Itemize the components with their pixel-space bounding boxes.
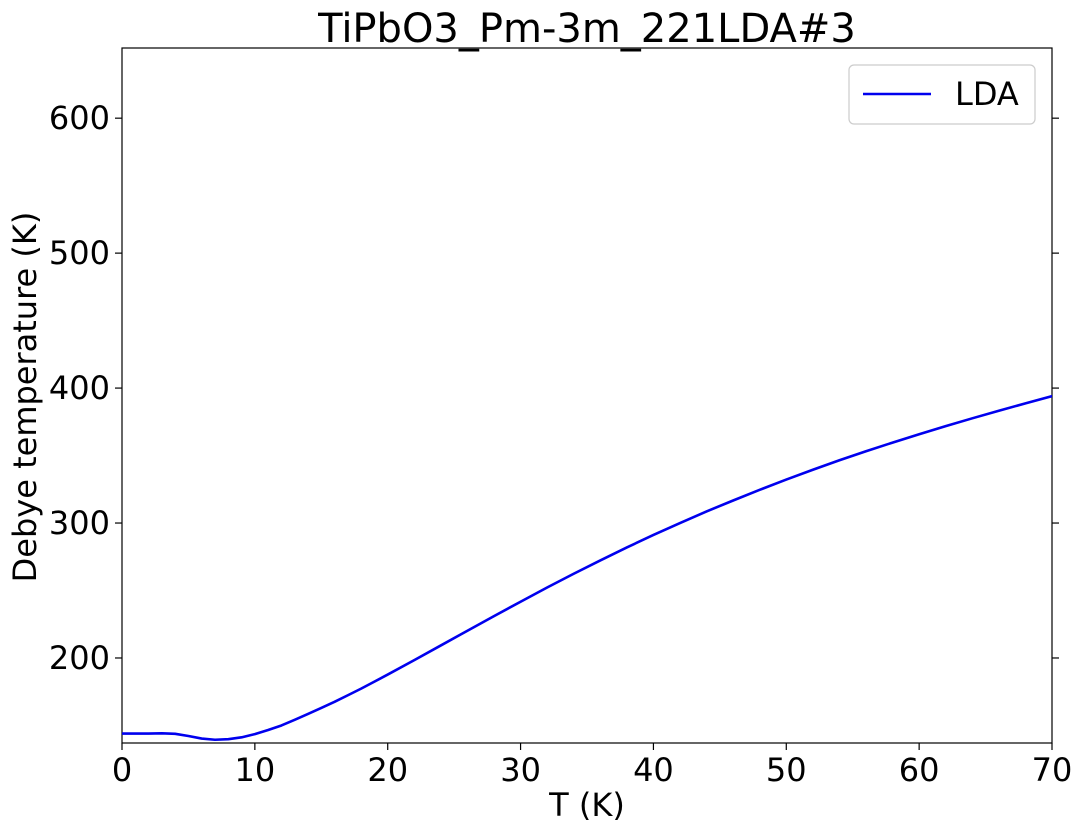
series-line-lda [122,394,1052,742]
x-axis-ticks: 0 10 20 30 40 50 60 70 [112,743,1073,789]
plot-area [121,47,1053,744]
x-tick-label: 30 [500,751,541,789]
x-tick-label: 50 [766,751,807,789]
y-tick-label: 200 [49,639,110,677]
x-tick-label: 40 [633,751,674,789]
legend-label: LDA [955,75,1019,113]
y-tick-label: 600 [49,99,110,137]
plot-frame [121,47,1053,744]
chart-title: TiPbO3_Pm-3m_221LDA#3 [317,6,856,52]
x-tick-label: 20 [367,751,408,789]
legend-box [848,64,1036,125]
legend: LDA [848,64,1036,125]
x-tick-label: 60 [899,751,940,789]
x-tick-label: 70 [1032,751,1073,789]
y-axis-label: Debye temperature (K) [6,212,44,583]
x-tick-label: 0 [112,751,132,789]
y-tick-label: 400 [49,369,110,407]
x-axis-label: T (K) [548,786,625,824]
y-tick-label: 500 [49,234,110,272]
y-axis-ticks: 200 300 400 500 600 [49,99,1059,677]
y-tick-label: 300 [49,504,110,542]
series-layer [122,394,1052,742]
x-tick-label: 10 [234,751,275,789]
